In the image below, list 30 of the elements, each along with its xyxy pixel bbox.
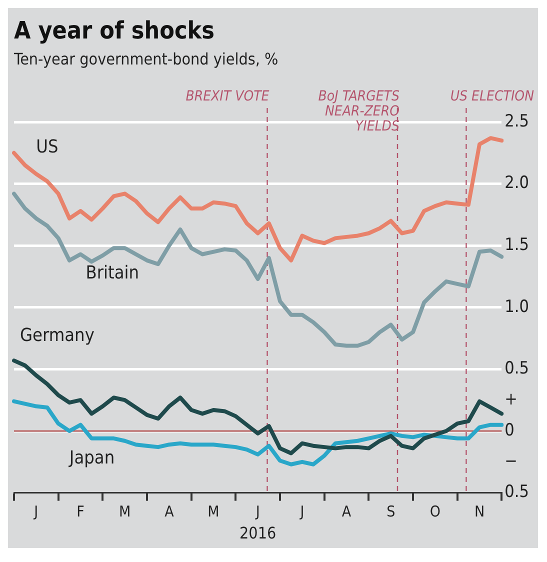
x-tick-label: F — [76, 502, 84, 521]
x-tick-label: S — [386, 502, 396, 521]
x-axis-title: 2016 — [240, 524, 276, 543]
x-tick-label: N — [474, 502, 485, 521]
y-tick-label: − — [504, 451, 518, 472]
chart-title: A year of shocks — [14, 16, 214, 45]
x-tick-label: J — [254, 502, 260, 521]
y-tick-label: + — [504, 390, 518, 410]
text: US ELECTION — [450, 88, 535, 105]
y-tick-label: 1.5 — [504, 235, 530, 256]
y-tick-label: 2.5 — [504, 111, 530, 132]
chart-subtitle: Ten-year government-bond yields, % — [13, 50, 278, 69]
y-tick-label: 2.0 — [504, 173, 530, 194]
series-label: Germany — [20, 325, 95, 346]
annotation: BoJ TARGETS NEAR-ZERO YIELDS — [318, 88, 400, 135]
series-label: Britain — [86, 262, 140, 284]
x-tick-label: A — [164, 502, 175, 521]
x-tick-label: J — [33, 502, 38, 521]
x-tick-label: M — [208, 502, 220, 521]
series-label: US — [36, 136, 58, 158]
x-tick-label: M — [119, 502, 131, 521]
x-tick-label: J — [299, 502, 304, 521]
y-tick-label: 0.5 — [504, 482, 530, 502]
y-tick-label: 0 — [504, 420, 514, 440]
x-tick-label: A — [342, 502, 352, 521]
text: BREXIT VOTE — [186, 88, 270, 105]
y-tick-label: 1.0 — [504, 296, 530, 317]
y-tick-label: 0.5 — [504, 358, 530, 379]
x-tick-label: O — [430, 502, 440, 521]
series-label: Japan — [68, 448, 115, 469]
